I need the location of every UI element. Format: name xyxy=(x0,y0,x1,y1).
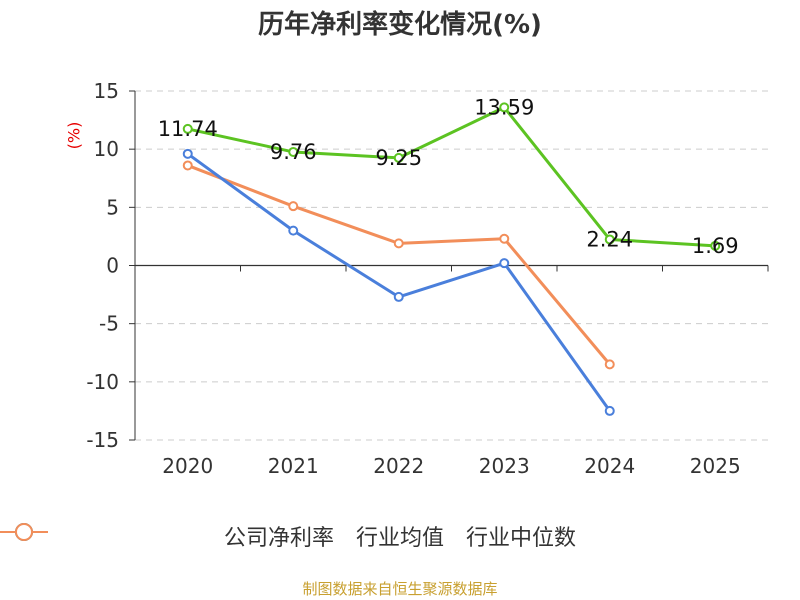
data-point-industry_avg xyxy=(182,148,193,159)
legend-label-industry-avg: 行业均值 xyxy=(355,526,444,551)
data-point-company xyxy=(710,240,721,251)
x-tick-label: 2024 xyxy=(584,454,635,478)
data-point-industry_median xyxy=(288,201,299,212)
data-point-industry_avg xyxy=(393,291,404,302)
data-point-industry_median xyxy=(393,238,404,249)
x-tick-label: 2025 xyxy=(690,454,741,478)
y-tick-label: 15 xyxy=(94,79,119,103)
data-label: 11.74 xyxy=(158,117,218,141)
legend-item-industry-avg[interactable]: 行业均值 xyxy=(0,520,444,552)
data-label: 1.69 xyxy=(692,234,739,258)
data-point-industry_median xyxy=(499,233,510,244)
data-point-industry_median xyxy=(604,359,615,370)
legend-item-company[interactable]: 公司净利率 xyxy=(0,520,334,552)
data-point-company xyxy=(288,146,299,157)
data-label: 9.76 xyxy=(270,140,317,164)
x-tick-label: 2021 xyxy=(268,454,319,478)
y-tick-label: -15 xyxy=(86,428,119,452)
series-line-company xyxy=(187,105,716,248)
x-tick-label: 2022 xyxy=(373,454,424,478)
x-tick-label: 2020 xyxy=(162,454,213,478)
data-point-industry_avg xyxy=(604,405,615,416)
series-line-industry_avg xyxy=(186,152,611,412)
data-point-company xyxy=(604,234,615,245)
y-tick-label: 0 xyxy=(106,254,119,278)
y-tick-label: -5 xyxy=(99,312,119,336)
data-point-company xyxy=(182,123,193,134)
data-label: 13.59 xyxy=(474,95,534,119)
legend-swatch-industry-median xyxy=(0,523,48,541)
x-tick-label: 2023 xyxy=(479,454,530,478)
data-point-industry_avg xyxy=(288,225,299,236)
source-note: 制图数据来自恒生聚源数据库 xyxy=(302,580,498,598)
data-point-industry_avg xyxy=(499,258,510,269)
data-point-company xyxy=(499,102,510,113)
data-label: 9.25 xyxy=(375,146,422,170)
y-tick-label: 10 xyxy=(94,137,119,161)
y-tick-label: 5 xyxy=(106,195,119,219)
legend-label-company: 公司净利率 xyxy=(223,526,334,551)
data-point-company xyxy=(393,152,404,163)
legend-item-industry-median[interactable]: 行业中位数 xyxy=(0,520,577,552)
y-tick-label: -10 xyxy=(86,370,119,394)
data-point-industry_median xyxy=(182,160,193,171)
data-label: 2.24 xyxy=(586,227,633,251)
legend-label-industry-median: 行业中位数 xyxy=(466,526,577,551)
legend: 公司净利率 行业均值 行业中位数 xyxy=(0,520,800,552)
chart-title: 历年净利率变化情况(%) xyxy=(258,10,542,40)
